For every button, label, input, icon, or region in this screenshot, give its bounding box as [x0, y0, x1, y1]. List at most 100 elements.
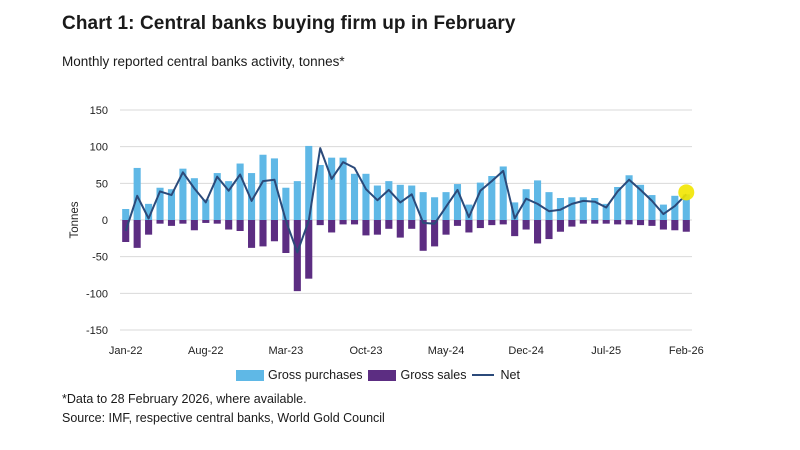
bar-gross-sales [499, 220, 507, 225]
bar-gross-purchases [133, 167, 141, 220]
bar-gross-purchases [236, 163, 244, 220]
bar-gross-purchases [499, 166, 507, 220]
bar-gross-purchases [270, 158, 278, 220]
bar-gross-purchases [339, 157, 347, 220]
bar-gross-sales [534, 220, 542, 244]
bar-gross-purchases [350, 173, 359, 220]
bar-gross-sales [396, 220, 404, 238]
bar-gross-sales [316, 220, 324, 226]
bar-gross-sales [602, 220, 610, 224]
bar-gross-purchases [293, 181, 301, 220]
chart-canvas: 150 100 50 0 -50 -100 -150 Tonnes Jan-22 Aug-22… [69, 105, 704, 357]
bar-gross-purchases [568, 197, 576, 220]
bar-gross-purchases [385, 181, 393, 220]
y-axis-ticks: 150 100 50 0 -50 -100 -150 [86, 105, 108, 337]
bar-gross-sales [167, 220, 176, 226]
x-tick-label: Aug-22 [188, 345, 223, 357]
net-line [124, 147, 688, 254]
bar-gross-sales [568, 220, 576, 227]
bar-gross-purchases [145, 203, 153, 220]
bar-gross-purchases [648, 195, 656, 220]
y-tick-label: 150 [90, 105, 108, 117]
bar-gross-sales [465, 220, 473, 233]
bar-gross-sales [614, 220, 622, 225]
y-axis-label: Tonnes [69, 201, 81, 238]
bar-gross-purchases [625, 175, 633, 220]
bar-gross-purchases [259, 154, 267, 220]
source-text: Source: IMF, respective central banks, W… [62, 411, 385, 425]
bar-gross-sales [225, 220, 233, 230]
bar-gross-sales [133, 220, 141, 248]
latest-point-highlight [678, 184, 695, 201]
bar-gross-purchases [614, 187, 622, 220]
y-tick-label: 100 [90, 142, 108, 154]
bar-gross-sales [156, 220, 164, 224]
bar-gross-sales [328, 220, 336, 233]
bar-gross-sales [202, 220, 210, 223]
bar-gross-purchases [465, 204, 473, 220]
bar-gross-sales [579, 220, 587, 224]
legend-item-net: Net [472, 368, 520, 382]
chart-title: Chart 1: Central banks buying firm up in… [62, 13, 516, 34]
bar-gross-purchases [579, 197, 587, 220]
bar-gross-sales [431, 220, 439, 247]
legend-swatch-net [472, 374, 495, 376]
bar-gross-purchases [328, 157, 336, 220]
bar-gross-sales [625, 220, 633, 225]
x-tick-label: Dec-24 [508, 345, 543, 357]
bar-gross-sales [511, 220, 519, 237]
bar-gross-sales [179, 220, 187, 224]
bar-gross-purchases [179, 168, 187, 220]
bar-gross-purchases [602, 203, 610, 220]
legend: Gross purchases Gross sales Net [236, 368, 526, 382]
bar-gross-purchases [202, 199, 210, 220]
bar-gross-sales [545, 220, 553, 240]
highlight-circle [678, 184, 695, 201]
x-tick-label: Oct-23 [349, 345, 382, 357]
bar-gross-purchases [488, 176, 496, 220]
bar-gross-sales [648, 220, 656, 226]
bar-gross-sales [145, 220, 153, 235]
x-tick-label: Jan-22 [109, 345, 143, 357]
legend-label-purchases: Gross purchases [268, 368, 363, 382]
chart-subtitle: Monthly reported central banks activity,… [62, 54, 345, 69]
bar-gross-sales [236, 220, 244, 231]
bar-gross-sales [362, 220, 370, 236]
bar-gross-purchases [671, 195, 679, 220]
bar-gross-purchases [419, 192, 427, 220]
bar-gross-sales [270, 220, 278, 242]
legend-item-gross-purchases: Gross purchases [236, 368, 362, 382]
bar-gross-sales [339, 220, 347, 225]
bar-gross-purchases [225, 181, 233, 220]
bar-gross-purchases [659, 204, 667, 220]
x-tick-label: Jul-25 [591, 345, 621, 357]
bar-gross-purchases [316, 165, 324, 220]
bar-gross-purchases [362, 173, 370, 220]
y-tick-label: 50 [96, 178, 108, 190]
bar-gross-sales [476, 220, 484, 229]
bar-gross-sales [385, 220, 393, 229]
bar-gross-sales [408, 220, 416, 229]
y-tick-label: -100 [86, 288, 108, 300]
y-tick-label: -150 [86, 325, 108, 337]
bar-gross-purchases [453, 184, 462, 220]
y-tick-label: -50 [92, 252, 108, 264]
legend-label-sales: Gross sales [400, 368, 467, 382]
bar-gross-purchases [476, 182, 484, 220]
bar-gross-purchases [636, 184, 645, 220]
bar-gross-sales [259, 220, 267, 247]
x-tick-label: May-24 [428, 345, 465, 357]
net-line-series [124, 147, 688, 254]
bar-gross-sales [682, 220, 690, 232]
bar-gross-purchases [534, 180, 542, 220]
bar-gross-purchases [511, 202, 519, 220]
bar-gross-sales [442, 220, 450, 235]
bar-gross-purchases [122, 209, 130, 220]
legend-swatch-sales [368, 369, 397, 381]
bar-gross-sales [636, 220, 645, 226]
bar-gross-purchases [190, 178, 198, 220]
bar-gross-purchases [373, 185, 381, 220]
bar-gross-sales [282, 220, 290, 253]
bar-gross-purchases [167, 189, 176, 220]
bar-gross-sales [453, 220, 462, 226]
